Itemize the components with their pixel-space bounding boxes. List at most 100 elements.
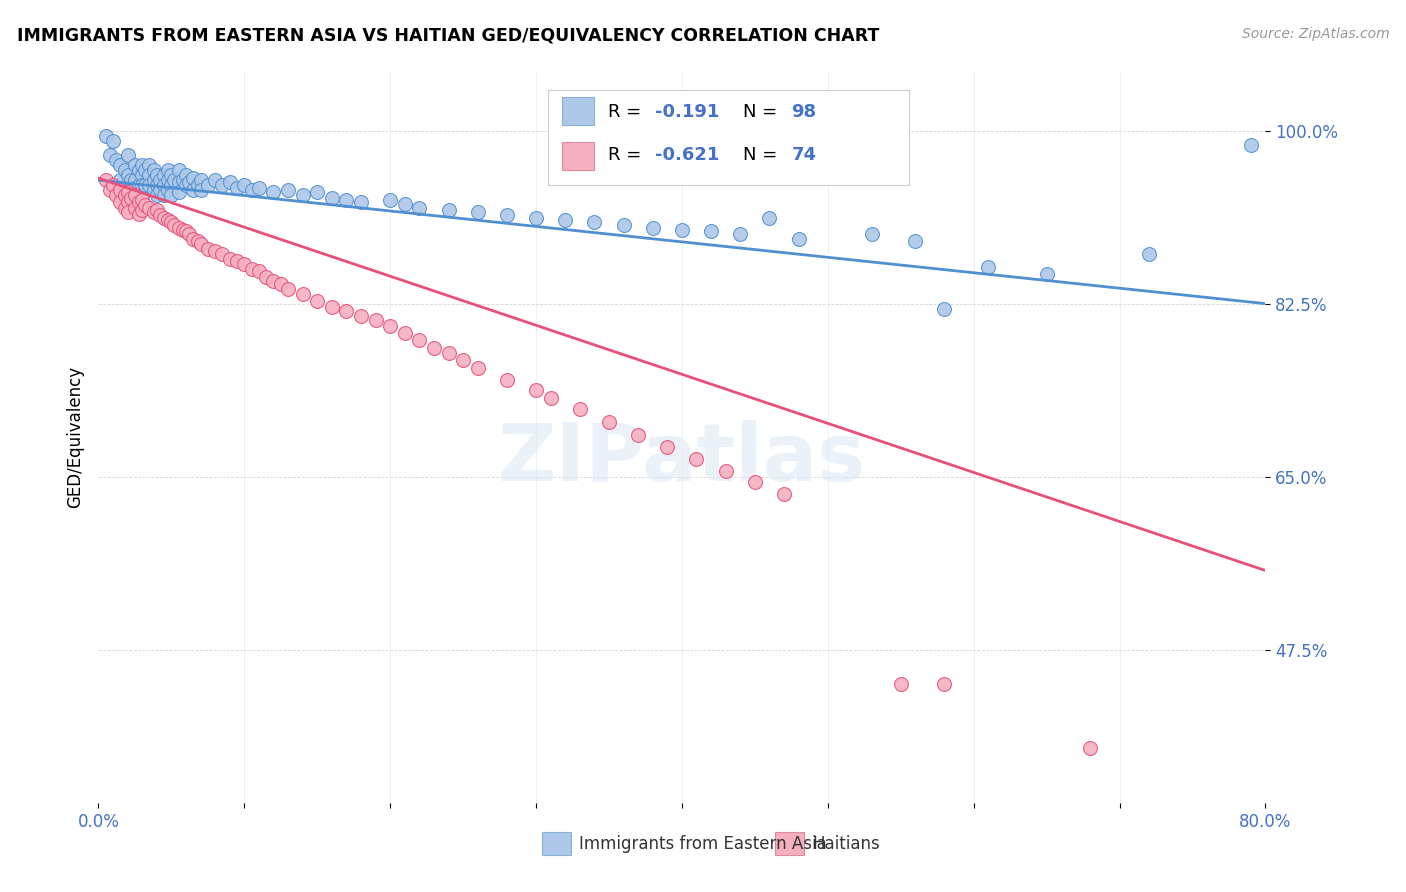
Point [157, 183, 180, 197]
Point [364, 313, 387, 327]
Point [110, 173, 132, 187]
Point [1035, 267, 1057, 281]
Point [524, 211, 547, 225]
Point [218, 175, 240, 189]
Text: IMMIGRANTS FROM EASTERN ASIA VS HAITIAN GED/EQUIVALENCY CORRELATION CHART: IMMIGRANTS FROM EASTERN ASIA VS HAITIAN … [17, 27, 879, 45]
FancyBboxPatch shape [562, 97, 595, 125]
Point [380, 193, 402, 207]
Point [240, 183, 263, 197]
Point [124, 188, 146, 202]
Point [860, 227, 883, 242]
Point [394, 196, 416, 211]
Point [101, 134, 124, 148]
Point [138, 201, 160, 215]
Point [104, 153, 127, 168]
Point [174, 178, 197, 192]
Point [524, 383, 547, 397]
Point [146, 202, 169, 217]
Text: Haitians: Haitians [813, 835, 880, 853]
Point [117, 185, 139, 199]
Point [254, 269, 277, 284]
Point [627, 428, 650, 442]
Point [730, 227, 752, 242]
Point [124, 201, 146, 215]
Point [101, 178, 124, 192]
Point [321, 300, 343, 314]
Point [110, 158, 132, 172]
Point [451, 353, 474, 368]
Point [685, 451, 707, 466]
Text: R =: R = [609, 146, 647, 164]
Point [700, 225, 723, 239]
Point [149, 208, 172, 222]
Point [181, 183, 204, 197]
Point [890, 677, 912, 691]
Point [98, 148, 121, 162]
Point [934, 677, 956, 691]
Point [641, 220, 664, 235]
Point [787, 232, 810, 246]
Point [167, 175, 190, 189]
Point [167, 220, 190, 235]
Point [598, 415, 620, 429]
Point [153, 188, 176, 202]
Text: N =: N = [742, 103, 783, 120]
Point [211, 178, 233, 192]
Point [98, 183, 121, 197]
Point [142, 204, 165, 219]
Point [1240, 138, 1263, 153]
Point [94, 128, 117, 143]
Point [138, 158, 160, 172]
Point [120, 183, 142, 197]
Point [307, 293, 329, 308]
Point [172, 173, 194, 187]
Point [131, 193, 153, 207]
Point [247, 264, 270, 278]
Point [163, 173, 186, 187]
Point [149, 183, 172, 197]
Point [307, 185, 329, 199]
Point [496, 208, 519, 222]
Point [146, 168, 169, 182]
Text: -0.621: -0.621 [655, 146, 720, 164]
Point [94, 173, 117, 187]
Point [233, 257, 256, 271]
Point [321, 191, 343, 205]
Point [181, 171, 204, 186]
Point [291, 286, 314, 301]
Point [262, 274, 284, 288]
Point [157, 173, 180, 187]
Point [172, 222, 194, 236]
Point [583, 214, 606, 228]
Point [671, 222, 693, 236]
Point [131, 188, 153, 202]
Point [160, 168, 183, 182]
Point [157, 212, 180, 227]
Point [218, 252, 240, 267]
Point [128, 194, 150, 209]
Point [204, 173, 226, 187]
Point [204, 244, 226, 259]
Point [153, 178, 176, 192]
Point [142, 173, 165, 187]
Point [233, 178, 256, 192]
Text: Immigrants from Eastern Asia: Immigrants from Eastern Asia [579, 835, 827, 853]
Point [240, 262, 263, 277]
Point [163, 218, 186, 232]
Point [350, 310, 373, 324]
Text: 74: 74 [792, 146, 817, 164]
Point [270, 277, 292, 291]
Point [496, 373, 519, 387]
Point [190, 173, 212, 187]
Point [467, 204, 489, 219]
Point [134, 163, 156, 178]
Point [131, 202, 153, 217]
Point [128, 178, 150, 192]
Point [1080, 741, 1102, 756]
Point [124, 183, 146, 197]
Point [117, 168, 139, 182]
Text: ZIPatlas: ZIPatlas [498, 420, 866, 498]
Point [146, 178, 169, 192]
FancyBboxPatch shape [541, 832, 571, 855]
Point [134, 178, 156, 192]
